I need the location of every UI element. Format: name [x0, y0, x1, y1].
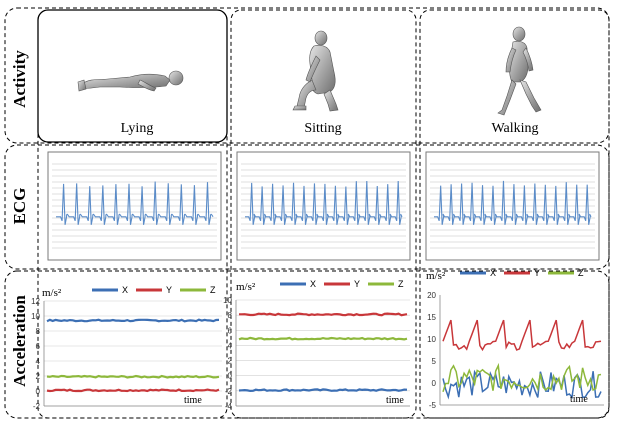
series-line-z	[442, 362, 602, 393]
row-label-activity: Activity	[10, 50, 29, 108]
row-label-ecg: ECG	[10, 188, 29, 225]
series-line-z	[238, 336, 408, 341]
ecg-trace	[56, 181, 214, 225]
y-tick-label: 0	[36, 387, 41, 396]
row-label-acceleration: Acceleration	[10, 295, 29, 387]
series-line-x	[46, 318, 220, 323]
y-tick-label: 4	[228, 341, 233, 350]
x-axis-label: time	[570, 394, 588, 405]
series-line-y	[442, 319, 602, 352]
activity-label-sitting: Sitting	[304, 121, 341, 136]
sitting-figure	[292, 30, 339, 112]
ecg-panels	[47, 151, 600, 261]
legend-label-y: Y	[534, 268, 540, 278]
legend-label-x: X	[310, 279, 316, 289]
row-labels: Activity ECG Acceleration	[10, 50, 29, 387]
y-tick-label: 0	[432, 379, 437, 388]
y-tick-label: 10	[223, 296, 232, 305]
y-tick-label: 4	[36, 357, 41, 366]
sitting-column-frame	[230, 9, 417, 419]
legend-label-y: Y	[354, 279, 360, 289]
legend-label-x: X	[490, 268, 496, 278]
y-tick-label: 0	[228, 372, 233, 381]
x-axis-label: time	[386, 395, 404, 406]
legend-label-x: X	[122, 285, 128, 295]
ecg-panel-lying	[47, 151, 222, 261]
y-tick-label: 2	[36, 372, 41, 381]
y-tick-label: 6	[36, 342, 41, 351]
series-line-z	[46, 374, 220, 379]
y-tick-label: 10	[31, 312, 40, 321]
y-tick-label: 2	[228, 357, 233, 366]
ecg-trace	[245, 180, 403, 225]
y-tick-label: -4	[225, 402, 233, 411]
ecg-panel-walking	[425, 151, 600, 261]
ecg-row-frame	[4, 144, 610, 270]
legend-label-z: Z	[210, 285, 216, 295]
activity-label-walking: Walking	[491, 121, 538, 136]
ecg-trace	[434, 180, 592, 225]
y-tick-label: 12	[31, 297, 40, 306]
x-axis-label: time	[184, 395, 202, 406]
y-tick-label: 20	[427, 291, 436, 300]
series-line-x	[238, 388, 408, 393]
series-line-y	[239, 312, 408, 317]
y-tick-label: 15	[427, 313, 436, 322]
y-tick-label: -5	[429, 401, 437, 410]
y-tick-label: 8	[228, 311, 233, 320]
activity-label-lying: Lying	[121, 121, 154, 136]
ecg-panel-sitting	[236, 151, 411, 261]
y-axis-unit-label: m/s²	[42, 287, 62, 299]
series-line-y	[46, 388, 220, 393]
walking-figure	[497, 26, 542, 116]
y-axis-unit-label: m/s²	[426, 270, 446, 282]
y-tick-label: 10	[427, 335, 436, 344]
y-tick-label: 5	[432, 357, 437, 366]
y-tick-label: 8	[36, 327, 41, 336]
legend-label-y: Y	[166, 285, 172, 295]
y-tick-label: -2	[225, 387, 233, 396]
legend-label-z: Z	[398, 279, 404, 289]
acceleration-row-frame	[4, 270, 610, 419]
lying-column-solid-highlight	[37, 9, 228, 143]
walking-column-frame	[419, 9, 610, 419]
legend-label-z: Z	[578, 268, 584, 278]
y-axis-unit-label: m/s²	[236, 281, 256, 293]
y-tick-label: 6	[228, 326, 233, 335]
y-tick-label: -2	[33, 402, 41, 411]
lying-figure	[77, 70, 184, 92]
